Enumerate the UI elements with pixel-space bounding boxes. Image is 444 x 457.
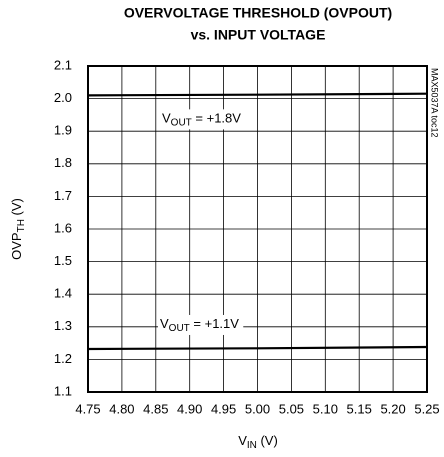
x-tick-label: 5.05 [279, 401, 304, 416]
series-label-sub: OUT [171, 117, 192, 128]
chart-title: vs. INPUT VOLTAGE [191, 27, 326, 43]
x-tick-label: 5.00 [245, 401, 270, 416]
series-label-rest: = +1.8V [192, 111, 241, 126]
x-axis-label-rest: (V) [257, 433, 278, 448]
y-tick-label: 2.1 [54, 57, 72, 72]
y-tick-label: 2.0 [54, 90, 72, 105]
y-axis-label-main: OVP [9, 232, 24, 259]
y-tick-label: 1.8 [54, 155, 72, 170]
x-tick-label: 4.95 [211, 401, 236, 416]
x-axis-label: VIN (V) [238, 433, 278, 450]
x-tick-label: 4.75 [75, 401, 100, 416]
y-tick-label: 1.5 [54, 253, 72, 268]
x-axis-label-main: V [238, 433, 247, 448]
y-axis-label-rest: (V) [9, 198, 24, 219]
data-line [87, 92, 428, 97]
chart-title: OVERVOLTAGE THRESHOLD (OVPOUT) [124, 5, 392, 21]
series-label-main: V [162, 111, 171, 126]
x-tick-label: 5.15 [347, 401, 372, 416]
x-tick-label: 4.80 [109, 401, 134, 416]
y-tick-label: 1.1 [54, 383, 72, 398]
x-tick-label: 5.10 [313, 401, 338, 416]
x-tick-label: 5.20 [380, 401, 405, 416]
y-tick-label: 1.9 [54, 123, 72, 138]
series-label-sub: OUT [169, 323, 190, 334]
x-axis-label-sub: IN [247, 440, 257, 451]
data-line [87, 345, 428, 351]
x-tick-label: 5.25 [414, 401, 439, 416]
series-label: VOUT = +1.8V [162, 111, 241, 128]
label-background [158, 314, 244, 335]
y-tick-label: 1.7 [54, 188, 72, 203]
y-tick-label: 1.4 [54, 286, 72, 301]
label-background [160, 109, 246, 130]
y-axis-label-sub: TH [16, 219, 27, 232]
y-tick-label: 1.3 [54, 318, 72, 333]
x-tick-label: 4.85 [143, 401, 168, 416]
plot-frame [87, 65, 428, 393]
y-tick-label: 1.2 [54, 351, 72, 366]
series-label-rest: = +1.1V [190, 316, 239, 331]
y-axis-label: OVPTH (V) [9, 198, 26, 260]
series-label: VOUT = +1.1V [160, 316, 239, 333]
series-label-main: V [160, 316, 169, 331]
x-tick-label: 4.90 [177, 401, 202, 416]
y-tick-label: 1.6 [54, 220, 72, 235]
figure-note: MAX5037A toc12 [430, 68, 440, 138]
